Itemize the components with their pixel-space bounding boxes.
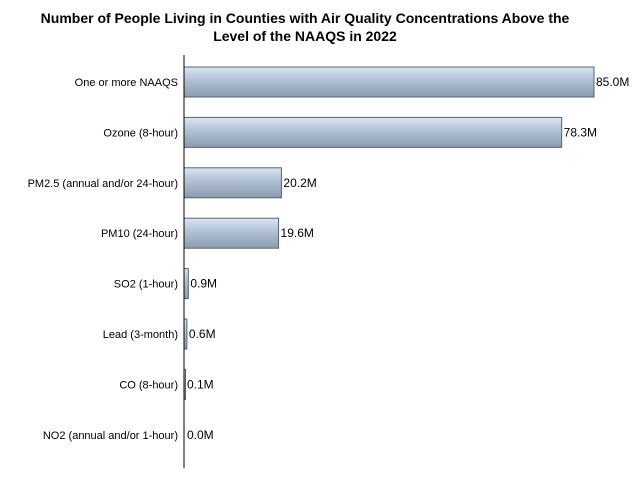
bar	[183, 116, 563, 148]
bar	[183, 268, 189, 300]
category-label: Lead (3-month)	[103, 329, 178, 341]
bar	[183, 66, 595, 98]
data-label: 0.0M	[187, 428, 214, 442]
data-label: 85.0M	[596, 75, 629, 89]
data-label: 78.3M	[564, 125, 597, 139]
data-label: 0.1M	[187, 377, 214, 391]
category-label: SO2 (1-hour)	[114, 279, 178, 291]
chart-title-line-1: Number of People Living in Counties with…	[41, 10, 570, 26]
category-label: Ozone (8-hour)	[103, 127, 178, 139]
bar	[183, 167, 282, 199]
data-label: 19.6M	[281, 226, 314, 240]
data-label: 0.6M	[189, 327, 216, 341]
data-label: 20.2M	[283, 176, 316, 190]
data-label: 0.9M	[190, 277, 217, 291]
bar	[183, 217, 280, 249]
category-label: One or more NAAQS	[75, 77, 178, 89]
category-label: CO (8-hour)	[119, 379, 178, 391]
chart-title-line-2: Level of the NAAQS in 2022	[213, 28, 397, 44]
category-label: PM2.5 (annual and/or 24-hour)	[28, 178, 178, 190]
bars-group: One or more NAAQS 85.0M Ozone (8-hour) 78.3…	[28, 66, 629, 442]
category-label: PM10 (24-hour)	[101, 228, 178, 240]
category-label: NO2 (annual and/or 1-hour)	[43, 430, 178, 442]
